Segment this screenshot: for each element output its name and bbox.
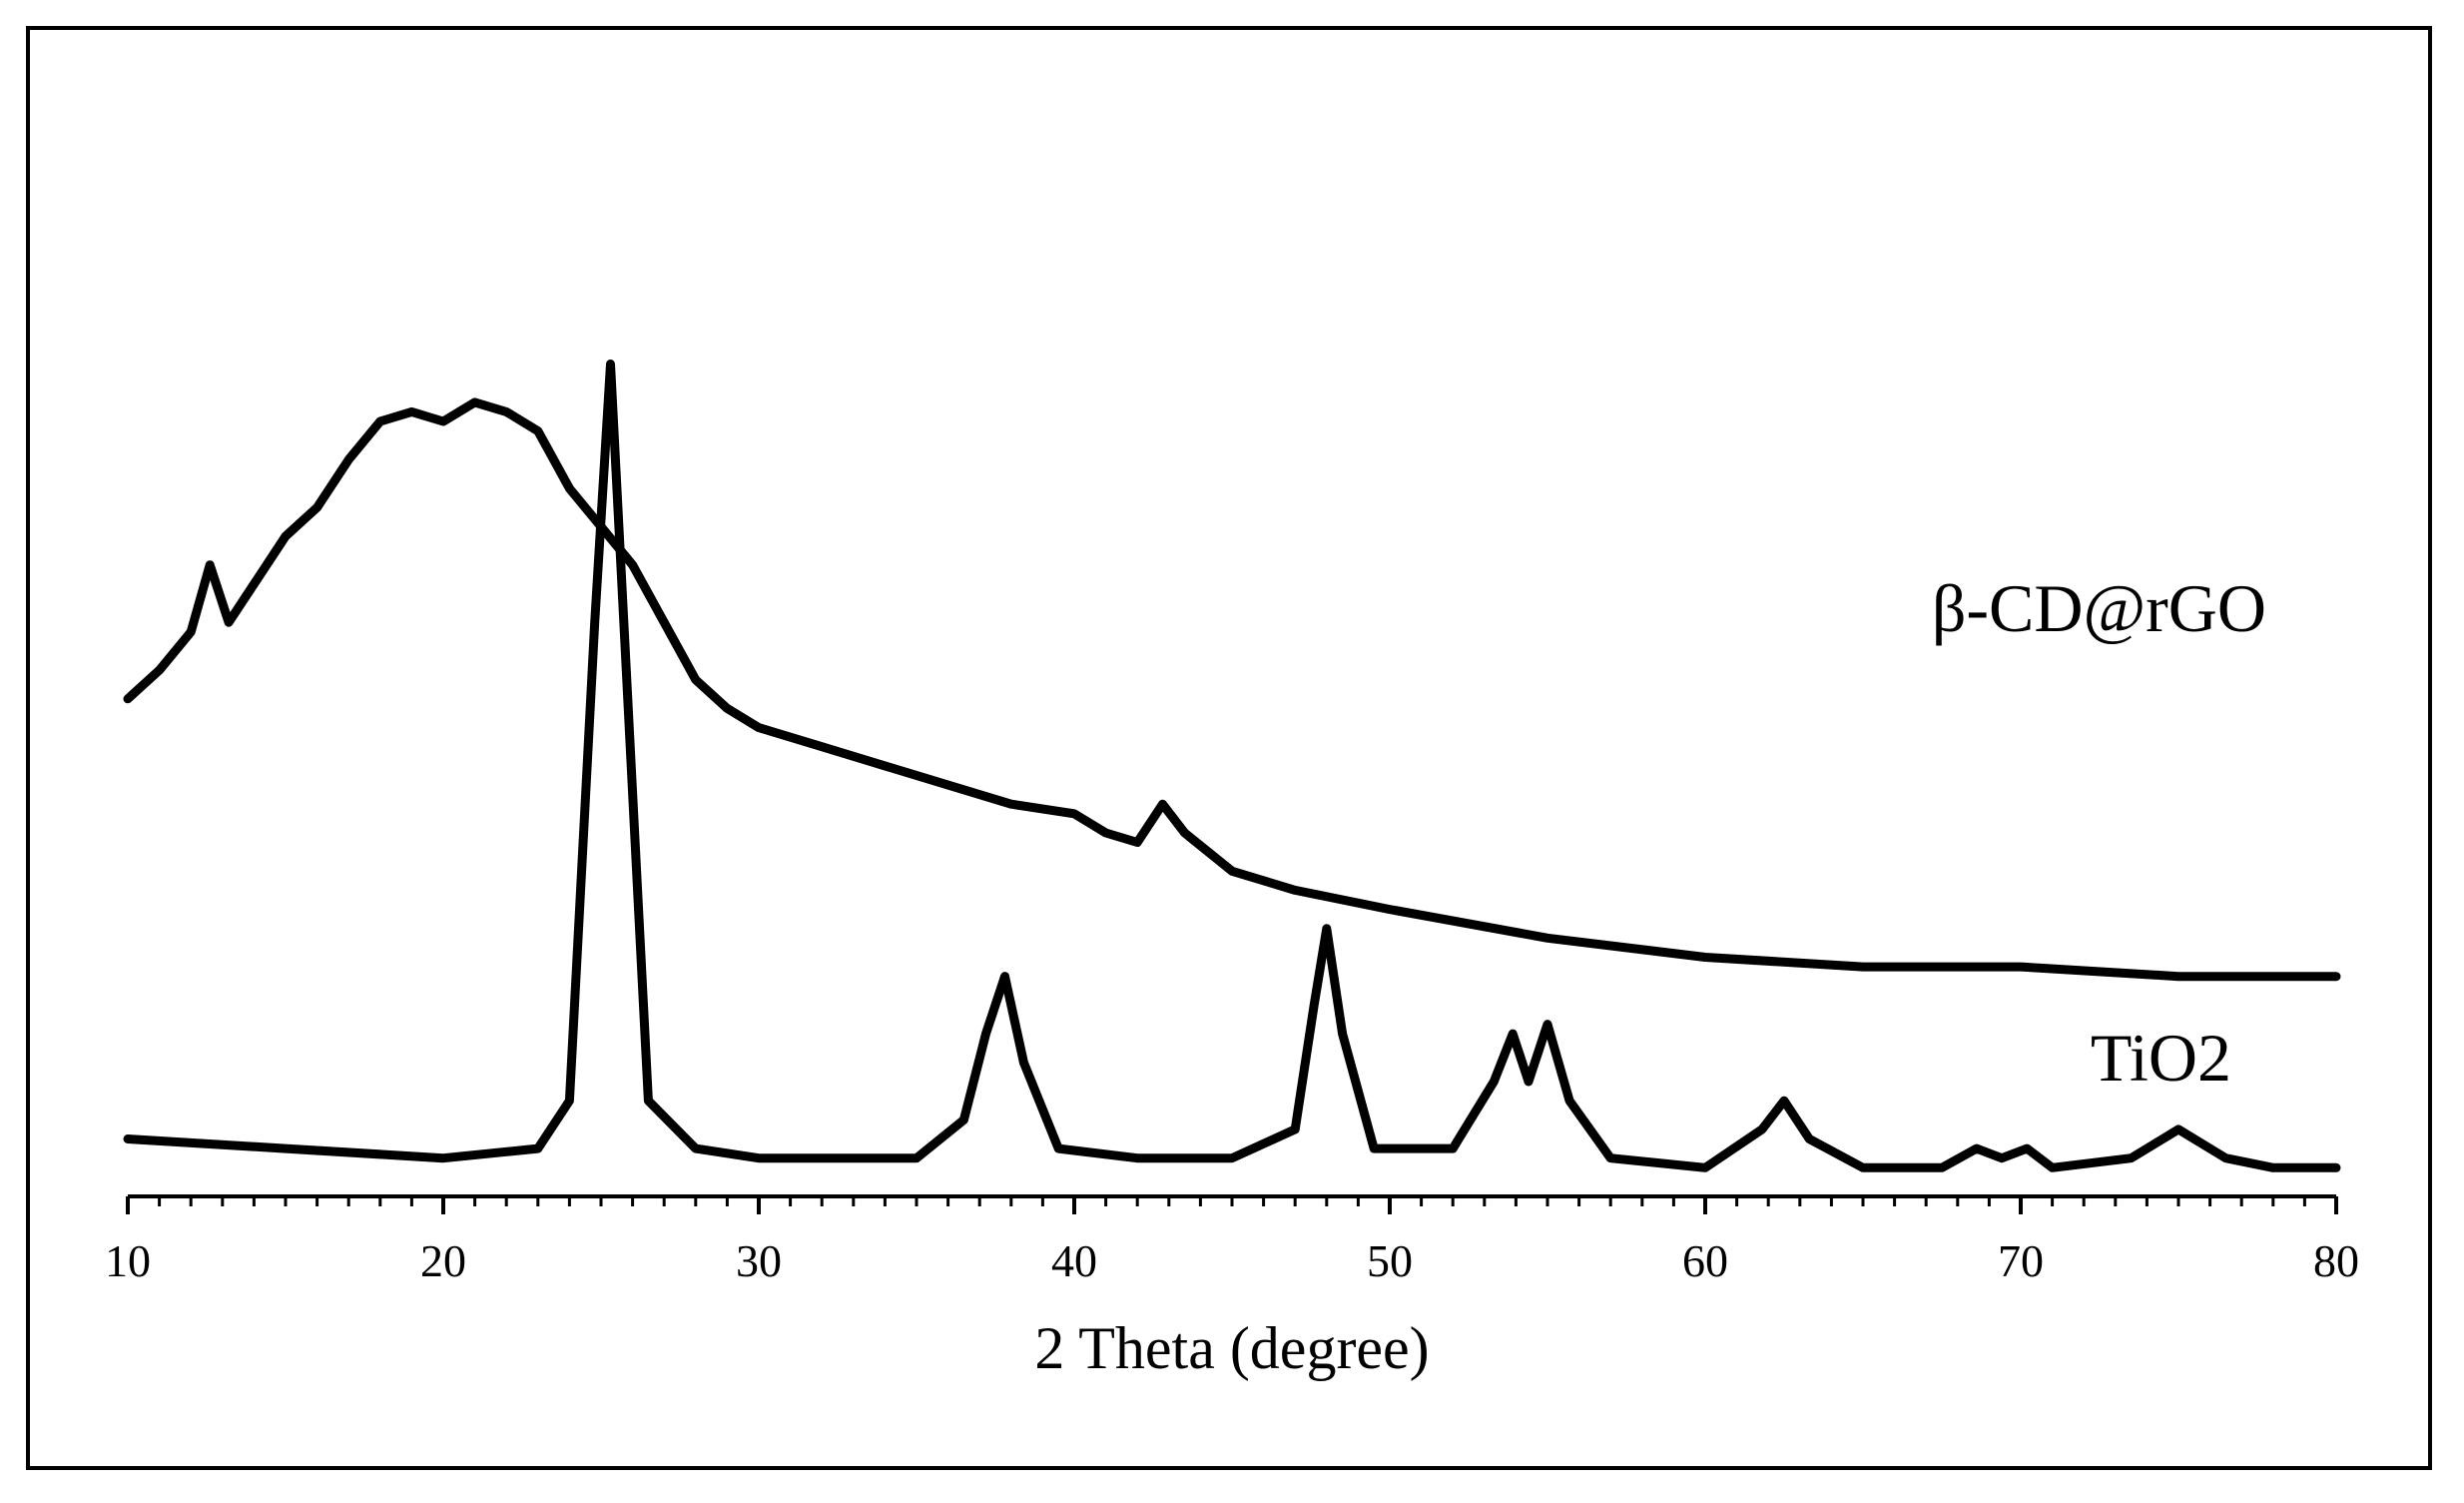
- series-line-0: [123, 397, 2341, 982]
- x-axis-tick-labels: 10 20 30 40 50 60 70 80: [105, 1235, 2359, 1286]
- figure-frame: [26, 26, 2432, 1470]
- x-tick-label: 20: [420, 1235, 466, 1286]
- x-axis-title: 2 Theta (degree): [1034, 1315, 1429, 1381]
- x-tick-label: 40: [1051, 1235, 1097, 1286]
- x-tick-label: 70: [1998, 1235, 2044, 1286]
- series-label-0: β-CD@rGO: [1932, 570, 2266, 646]
- series-line-1: [123, 360, 2341, 1172]
- series-group: β-CD@rGO TiO2: [123, 360, 2341, 1172]
- x-tick-label: 10: [105, 1235, 151, 1286]
- x-tick-label: 50: [1367, 1235, 1413, 1286]
- series-label-1: TiO2: [2091, 1020, 2231, 1096]
- x-tick-label: 30: [736, 1235, 782, 1286]
- x-tick-label: 60: [1682, 1235, 1728, 1286]
- x-axis-ticks: [126, 1196, 2338, 1214]
- x-tick-label: 80: [2313, 1235, 2359, 1286]
